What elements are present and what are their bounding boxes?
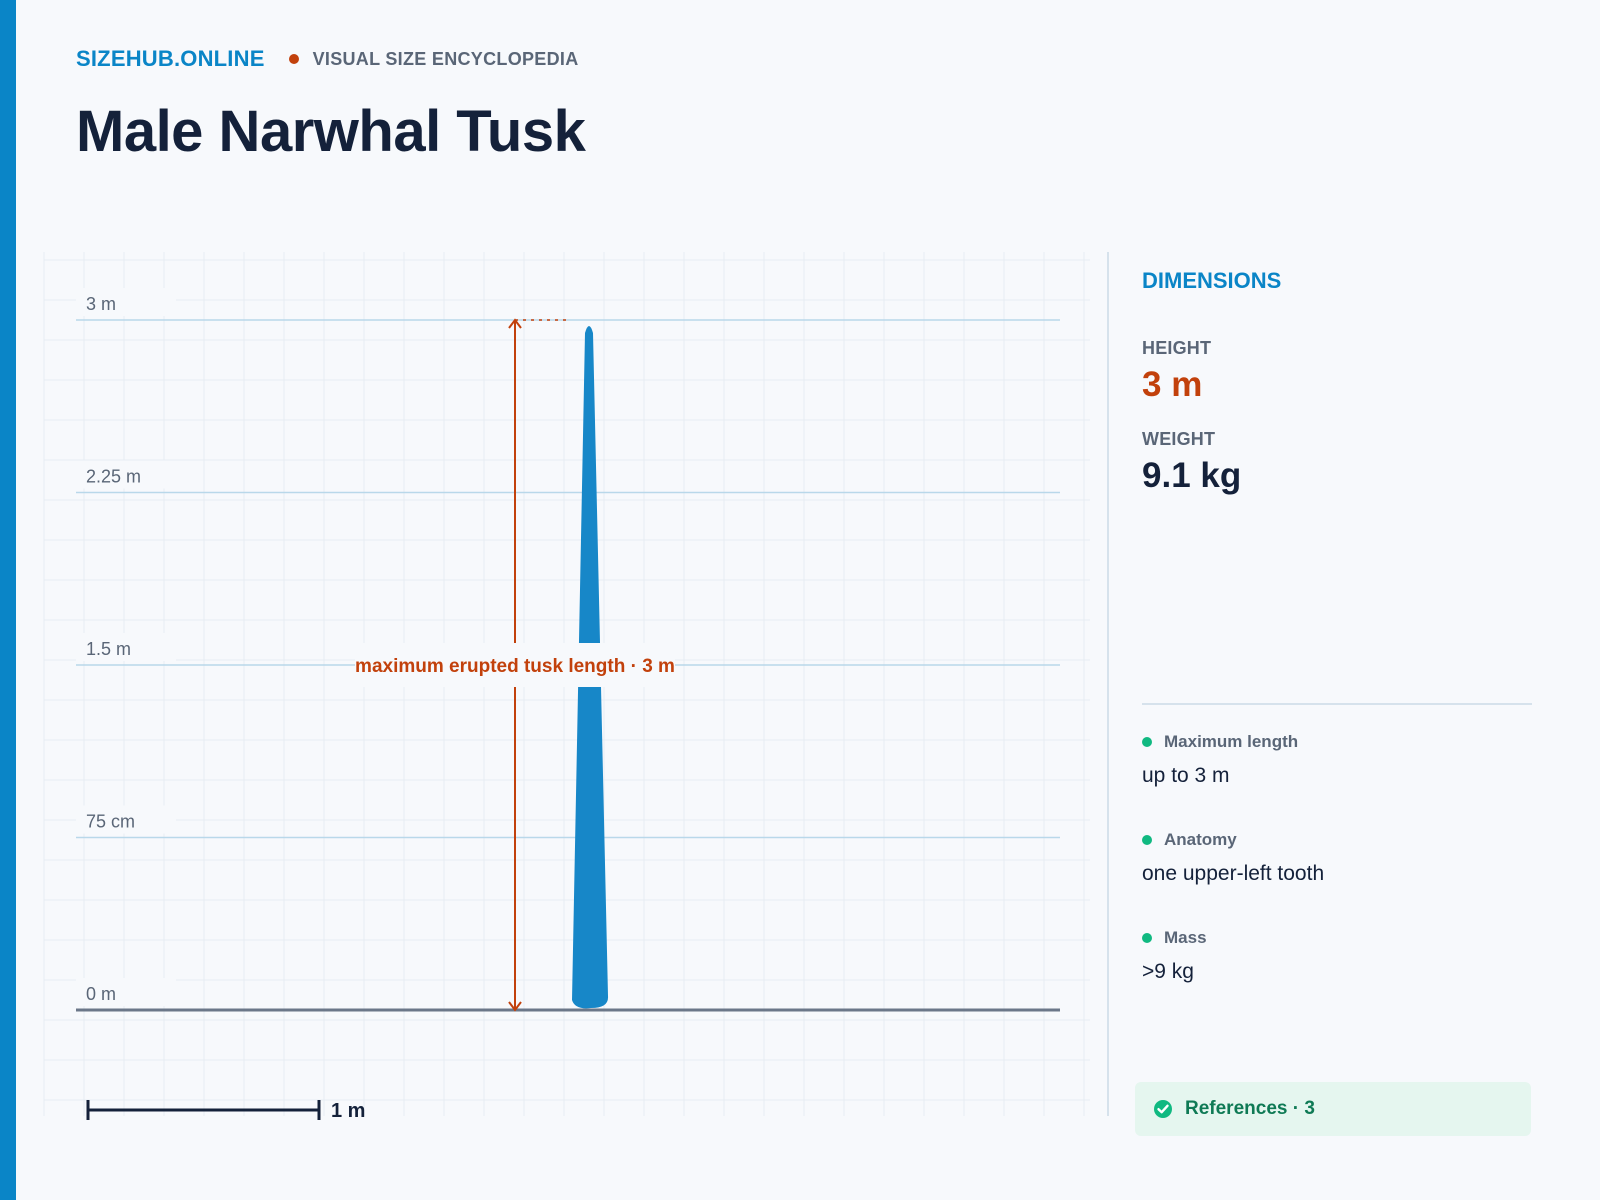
measure-label-bg bbox=[355, 643, 675, 687]
y-tick-label: 2.25 m bbox=[86, 467, 141, 487]
bullet-dot-icon bbox=[1142, 933, 1152, 943]
weight-value: 9.1 kg bbox=[1142, 456, 1242, 495]
y-axis-labels: 0 m 75 cm 1.5 m 2.25 m 3 m bbox=[76, 288, 176, 1006]
separator-dot-icon bbox=[288, 54, 299, 64]
arrow-head-bottom bbox=[508, 1001, 522, 1012]
fact-value: up to 3 m bbox=[1142, 764, 1230, 787]
size-chart: 0 m 75 cm 1.5 m 2.25 m 3 m maximum erupted t… bbox=[43, 252, 1090, 1122]
bullet-dot-icon bbox=[1142, 835, 1152, 845]
site-header: SIZEHUB.ONLINE VISUAL SIZE ENCYCLOPEDIA bbox=[76, 46, 579, 72]
tick-label-bg bbox=[76, 633, 176, 661]
tick-label-bg bbox=[76, 288, 176, 316]
y-tick-label: 1.5 m bbox=[86, 639, 131, 659]
reference-lines bbox=[76, 319, 1060, 839]
scale-bar-label: 1 m bbox=[331, 1100, 365, 1122]
tick-label-bg bbox=[76, 460, 176, 489]
measure-annotation: maximum erupted tusk length · 3 m bbox=[355, 643, 675, 687]
fact-mass: Mass >9 kg bbox=[1142, 928, 1532, 984]
panel-separator bbox=[1142, 703, 1532, 705]
bullet-dot-icon bbox=[1142, 737, 1152, 747]
fact-title: Maximum length bbox=[1164, 732, 1299, 751]
tick-label-bg bbox=[76, 978, 176, 1006]
accent-bar bbox=[0, 0, 16, 1200]
fact-value: one upper-left tooth bbox=[1142, 862, 1325, 885]
weight-label: WEIGHT bbox=[1142, 429, 1216, 449]
tick-label-bg bbox=[76, 805, 176, 834]
y-tick-label: 0 m bbox=[86, 984, 116, 1004]
measure-label: maximum erupted tusk length · 3 m bbox=[355, 656, 675, 677]
references-button[interactable]: References · 3 bbox=[1135, 1082, 1531, 1136]
panel-divider bbox=[1107, 252, 1109, 1116]
fact-max-length: Maximum length up to 3 m bbox=[1142, 732, 1532, 788]
fact-title: Mass bbox=[1164, 928, 1207, 947]
fact-anatomy: Anatomy one upper-left tooth bbox=[1142, 830, 1532, 886]
references-label: References · 3 bbox=[1185, 1098, 1315, 1119]
y-tick-label: 75 cm bbox=[86, 812, 135, 832]
height-label: HEIGHT bbox=[1142, 338, 1212, 358]
fact-title: Anatomy bbox=[1164, 830, 1237, 849]
y-tick-label: 3 m bbox=[86, 294, 116, 314]
page-title: Male Narwhal Tusk bbox=[76, 99, 586, 164]
check-circle-icon bbox=[1154, 1100, 1172, 1118]
site-tagline: VISUAL SIZE ENCYCLOPEDIA bbox=[312, 48, 579, 69]
fact-value: >9 kg bbox=[1142, 960, 1194, 983]
site-logo[interactable]: SIZEHUB.ONLINE bbox=[76, 46, 265, 71]
scale-bar: 1 m bbox=[86, 1100, 365, 1122]
height-value: 3 m bbox=[1142, 365, 1203, 404]
panel-heading: DIMENSIONS bbox=[1142, 268, 1282, 293]
